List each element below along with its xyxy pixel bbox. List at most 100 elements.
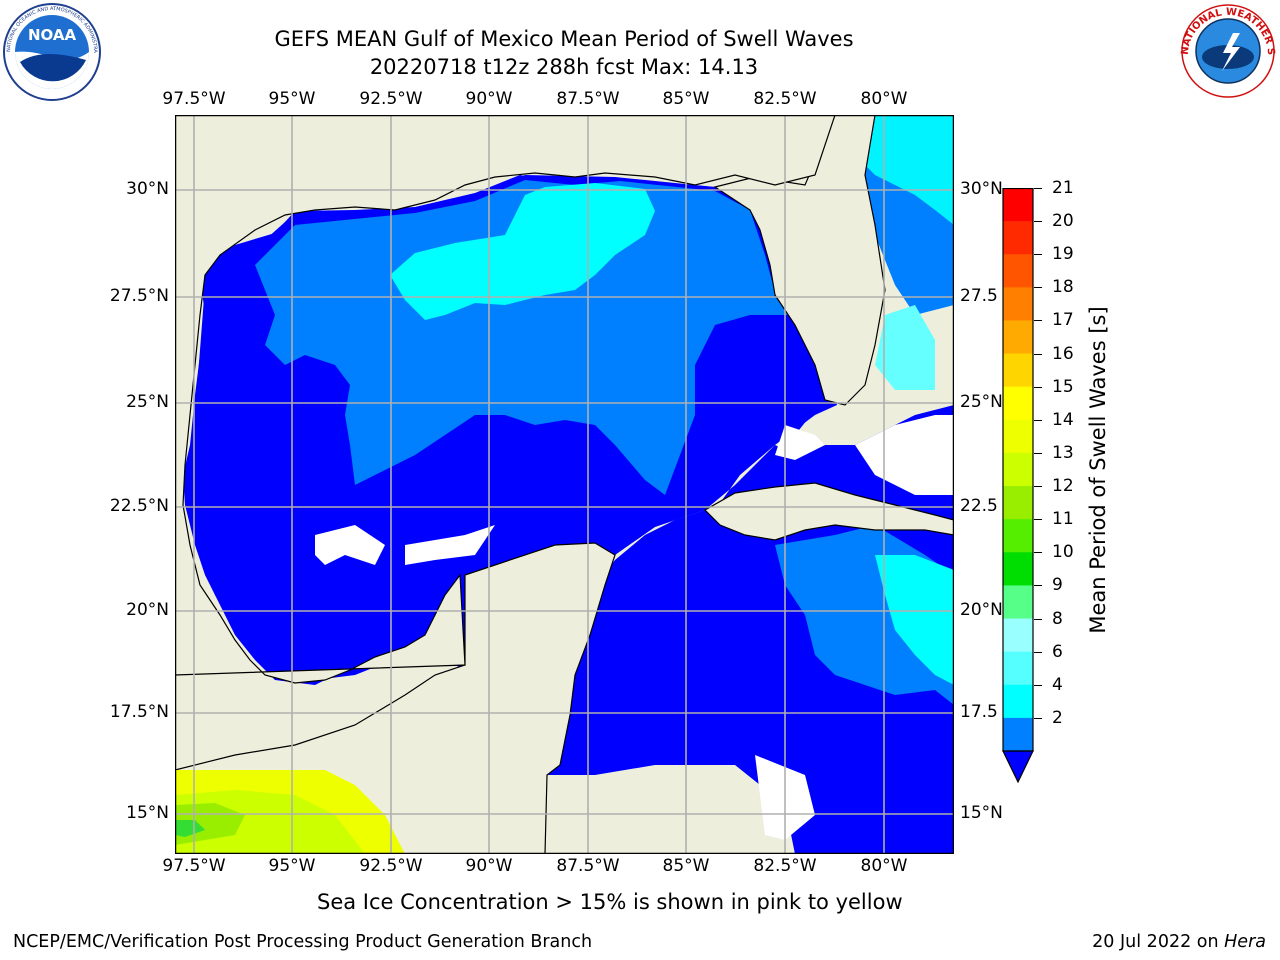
colorbar-tick-mark (1034, 684, 1042, 686)
footer-date: 20 Jul 2022 on Hera (1092, 932, 1266, 952)
longitude-label-bottom: 95°W (268, 856, 316, 876)
colorbar-tick-mark (1034, 188, 1042, 189)
colorbar-tick-mark (1034, 585, 1042, 587)
map-title: GEFS MEAN Gulf of Mexico Mean Period of … (274, 27, 854, 51)
colorbar-extend-arrow (1002, 750, 1034, 784)
colorbar-swatch (1003, 618, 1033, 653)
latitude-label-right: 15°N (960, 803, 1003, 823)
longitude-label-top: 80°W (860, 89, 908, 109)
latitude-label-left: 25°N (126, 392, 169, 412)
sea-ice-note: Sea Ice Concentration > 15% is shown in … (317, 890, 903, 914)
longitude-label-top: 90°W (465, 89, 513, 109)
longitude-label-bottom: 82.5°W (753, 856, 817, 876)
longitude-label-bottom: 92.5°W (359, 856, 423, 876)
colorbar-tick-label: 2 (1052, 707, 1063, 728)
colorbar-tick-mark (1034, 452, 1042, 454)
latitude-label-left: 30°N (126, 179, 169, 199)
colorbar-tick-mark (1034, 519, 1042, 521)
latitude-label-left: 20°N (126, 600, 169, 620)
colorbar-tick-mark (1034, 353, 1042, 355)
colorbar-swatch (1003, 585, 1033, 620)
noaa-logo: NOAA NATIONAL OCEANIC AND ATMOSPHERIC AD… (0, 0, 102, 106)
colorbar-tick-label: 14 (1052, 409, 1074, 430)
colorbar-swatches (1002, 187, 1034, 784)
latitude-label-right: 25°N (960, 392, 1003, 412)
map-frame (174, 114, 955, 855)
colorbar-tick-mark (1034, 419, 1042, 421)
swell-period-map (174, 114, 955, 855)
colorbar-tick-label: 4 (1052, 674, 1063, 695)
colorbar-tick-label: 6 (1052, 641, 1063, 662)
colorbar-tick-mark (1034, 287, 1042, 289)
colorbar-swatch (1003, 320, 1033, 355)
colorbar-tick-mark (1034, 717, 1042, 719)
latitude-label-left: 22.5°N (109, 496, 169, 516)
colorbar-swatch (1003, 651, 1033, 686)
colorbar-tick-mark (1034, 618, 1042, 620)
latitude-label-right: 20°N (960, 600, 1003, 620)
colorbar-swatch (1003, 419, 1033, 454)
colorbar-swatch (1003, 717, 1033, 752)
colorbar-swatch (1003, 353, 1033, 388)
longitude-label-top: 85°W (662, 89, 710, 109)
longitude-label-top: 97.5°W (162, 89, 226, 109)
colorbar-swatch (1003, 684, 1033, 719)
colorbar-swatch (1003, 486, 1033, 520)
colorbar-tick-label: 17 (1052, 310, 1074, 331)
longitude-label-bottom: 97.5°W (162, 856, 226, 876)
longitude-label-bottom: 85°W (662, 856, 710, 876)
colorbar-tick-label: 15 (1052, 376, 1074, 397)
longitude-label-top: 92.5°W (359, 89, 423, 109)
latitude-label-left: 15°N (126, 803, 169, 823)
latitude-label-right: 17.5 (960, 702, 998, 722)
colorbar-tick-label: 8 (1052, 608, 1063, 629)
colorbar-tick-label: 9 (1052, 575, 1063, 596)
colorbar-swatch (1003, 452, 1033, 487)
nws-logo: NATIONAL WEATHER SERVICE (1174, 0, 1278, 103)
colorbar-tick-label: 10 (1052, 542, 1074, 563)
footer-host: Hera (1224, 932, 1266, 952)
longitude-label-bottom: 87.5°W (556, 856, 620, 876)
colorbar-frame (1002, 187, 1034, 752)
colorbar-swatch (1003, 386, 1033, 421)
colorbar-swatch (1003, 519, 1033, 553)
us-coast-land (174, 114, 836, 684)
latitude-label-left: 17.5°N (109, 702, 169, 722)
colorbar-tick-mark (1034, 320, 1042, 322)
longitude-label-bottom: 80°W (860, 856, 908, 876)
longitude-label-top: 82.5°W (753, 89, 817, 109)
footer-branch: NCEP/EMC/Verification Post Processing Pr… (13, 932, 593, 952)
colorbar-swatch (1003, 221, 1033, 255)
colorbar-swatch (1003, 254, 1033, 288)
colorbar-tick-mark (1034, 254, 1042, 256)
colorbar-tick-mark (1034, 486, 1042, 488)
svg-text:NOAA: NOAA (28, 26, 77, 44)
colorbar-tick-label: 13 (1052, 442, 1074, 463)
colorbar-swatch (1003, 552, 1033, 586)
latitude-label-right: 27.5 (960, 286, 998, 306)
latitude-label-right: 30°N (960, 179, 1003, 199)
colorbar-tick-label: 16 (1052, 343, 1074, 364)
colorbar-tick-label: 20 (1052, 211, 1074, 232)
longitude-label-top: 95°W (268, 89, 316, 109)
colorbar-tick-label: 19 (1052, 244, 1074, 265)
colorbar-tick-label: 21 (1052, 178, 1074, 198)
colorbar-tick-mark (1034, 221, 1042, 223)
colorbar-tick-mark (1034, 651, 1042, 653)
colorbar-tick-label: 11 (1052, 509, 1074, 530)
footer-date-text: 20 Jul 2022 on (1092, 932, 1225, 952)
latitude-label-right: 22.5 (960, 496, 998, 516)
map-gridlines (175, 115, 954, 854)
colorbar-swatch (1003, 188, 1033, 222)
colorbar-tick-mark (1034, 552, 1042, 554)
map-panel (174, 114, 955, 855)
colorbar-tick-label: 18 (1052, 277, 1074, 298)
map-subtitle: 20220718 t12z 288h fcst Max: 14.13 (369, 55, 759, 79)
longitude-label-bottom: 90°W (465, 856, 513, 876)
colorbar-label: Mean Period of Swell Waves [s] (1086, 306, 1110, 634)
colorbar-swatch (1003, 287, 1033, 321)
colorbar-tick-mark (1034, 386, 1042, 388)
longitude-label-top: 87.5°W (556, 89, 620, 109)
colorbar-tick-label: 12 (1052, 476, 1074, 497)
colorbar (1002, 187, 1034, 784)
